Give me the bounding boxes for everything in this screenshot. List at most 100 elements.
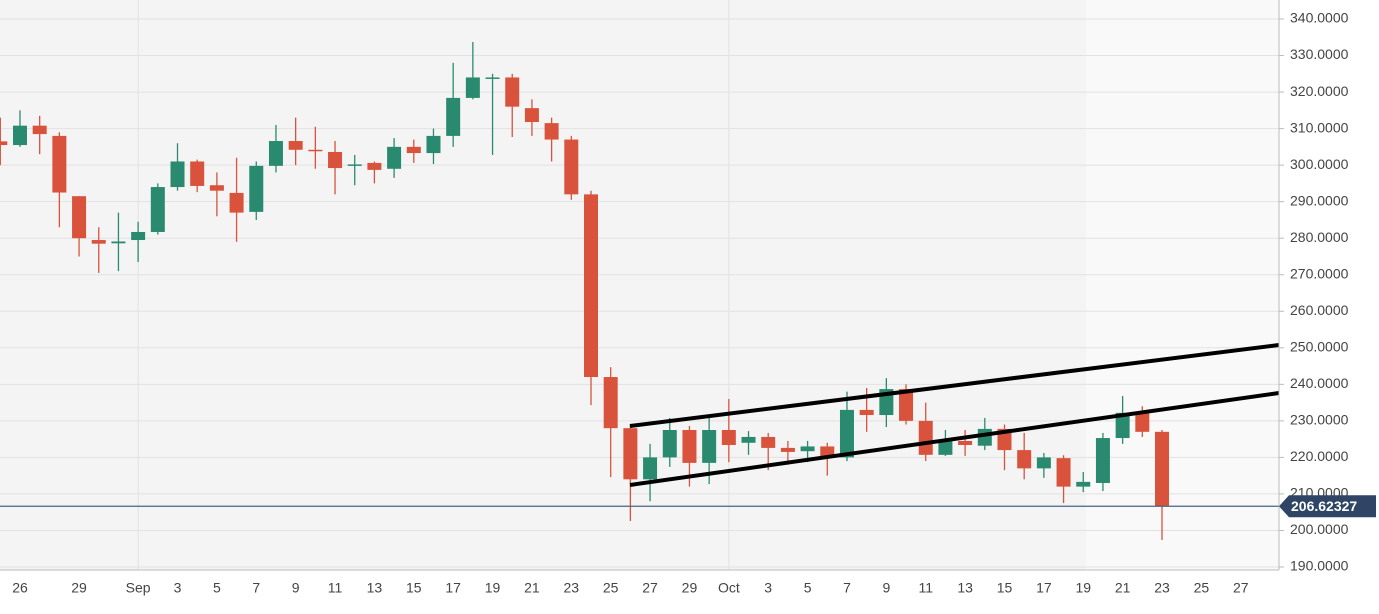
candle-body — [150, 187, 165, 232]
candle-body — [662, 429, 677, 458]
candle-body — [761, 436, 776, 448]
candle-body — [643, 457, 658, 480]
x-tick-label: 3 — [174, 580, 182, 596]
x-tick-label: 17 — [445, 580, 461, 596]
candle-body — [12, 125, 27, 146]
x-tick-label: 21 — [1115, 580, 1131, 596]
candle-body — [229, 192, 244, 213]
x-tick-label: 7 — [252, 580, 260, 596]
candle-body — [1036, 457, 1051, 469]
candle-body — [741, 436, 756, 443]
candle-body — [800, 446, 815, 452]
x-tick-label: 7 — [843, 580, 851, 596]
x-tick-label: 17 — [1036, 580, 1052, 596]
candle-body — [170, 161, 185, 188]
y-tick-label: 190.0000 — [1290, 558, 1349, 574]
candle-body — [564, 139, 579, 195]
y-tick-label: 250.0000 — [1290, 339, 1349, 355]
candle-body — [702, 429, 717, 463]
candle-body — [544, 123, 559, 140]
candle-body — [918, 420, 933, 455]
x-tick-label: 9 — [292, 580, 300, 596]
grid — [0, 0, 1279, 570]
candle-body — [347, 164, 362, 166]
x-tick-label: 11 — [918, 580, 933, 596]
x-tick-label: 21 — [524, 580, 540, 596]
candle-body — [131, 231, 146, 241]
x-tick-label: 15 — [406, 580, 422, 596]
y-tick-label: 260.0000 — [1290, 302, 1349, 318]
plot-shade — [1086, 0, 1279, 570]
y-tick-label: 340.0000 — [1290, 10, 1349, 26]
candle-body — [1135, 412, 1150, 432]
candle-body — [72, 196, 87, 239]
candle-body — [288, 141, 303, 150]
x-tick-label: 13 — [957, 580, 973, 596]
trend-line-upper — [629, 343, 1280, 428]
candle-body — [820, 446, 835, 458]
candle-body — [780, 447, 795, 452]
x-tick-label: 23 — [564, 580, 580, 596]
candle-body — [268, 141, 283, 166]
candle-body — [524, 108, 539, 123]
candle-body — [446, 97, 461, 136]
candle-body — [1095, 438, 1110, 483]
candle-body — [603, 377, 618, 429]
x-tick-label: 29 — [71, 580, 87, 596]
last-price-label: 206.62327 — [1291, 498, 1357, 514]
candle-body — [426, 135, 441, 154]
candle-body — [938, 440, 953, 455]
y-tick-label: 230.0000 — [1290, 412, 1349, 428]
candle-body — [387, 146, 402, 169]
candle-body — [721, 429, 736, 445]
candle-body — [52, 135, 67, 193]
y-tick-label: 280.0000 — [1290, 229, 1349, 245]
candle-body — [406, 146, 421, 154]
candle-body — [682, 429, 697, 463]
labels: 190.0000200.0000210.0000220.0000230.0000… — [12, 10, 1376, 596]
candle-body — [209, 185, 224, 191]
x-tick-label: 27 — [1233, 580, 1249, 596]
y-tick-label: 290.0000 — [1290, 192, 1349, 208]
x-tick-label: 15 — [997, 580, 1013, 596]
y-tick-label: 270.0000 — [1290, 265, 1349, 281]
x-tick-label: 19 — [1075, 580, 1091, 596]
x-tick-label: 23 — [1154, 580, 1170, 596]
candle-body — [1056, 458, 1071, 487]
x-tick-label: 29 — [682, 580, 698, 596]
x-tick-label: 3 — [764, 580, 772, 596]
x-tick-label: 25 — [603, 580, 619, 596]
candle-body — [505, 77, 520, 107]
candle-body — [32, 125, 47, 135]
candle-body — [1115, 412, 1130, 439]
y-tick-label: 240.0000 — [1290, 375, 1349, 391]
candle-body — [839, 409, 854, 458]
candle-body — [190, 161, 205, 186]
candle-body — [623, 428, 638, 480]
y-tick-label: 200.0000 — [1290, 521, 1349, 537]
candle-body — [91, 240, 106, 244]
candle-body — [465, 77, 480, 98]
candle-body — [1017, 450, 1032, 469]
candle-body — [111, 241, 126, 244]
candle-body — [249, 165, 264, 212]
x-tick-label: 26 — [12, 580, 28, 596]
x-tick-label: 27 — [642, 580, 658, 596]
candle-body — [1076, 481, 1091, 487]
x-tick-label: 5 — [213, 580, 221, 596]
x-tick-label: Sep — [126, 580, 151, 596]
candle-body — [0, 141, 8, 146]
candle-body — [367, 162, 382, 170]
x-tick-label: 13 — [367, 580, 383, 596]
last-price-tag — [1279, 495, 1376, 518]
x-tick-label: 11 — [328, 580, 343, 596]
candle-body — [859, 409, 874, 416]
candle-body — [328, 151, 343, 169]
y-tick-label: 320.0000 — [1290, 83, 1349, 99]
candle-body — [958, 440, 973, 445]
y-tick-label: 300.0000 — [1290, 156, 1349, 172]
trend-line-lower — [629, 391, 1280, 487]
y-tick-label: 330.0000 — [1290, 46, 1349, 62]
